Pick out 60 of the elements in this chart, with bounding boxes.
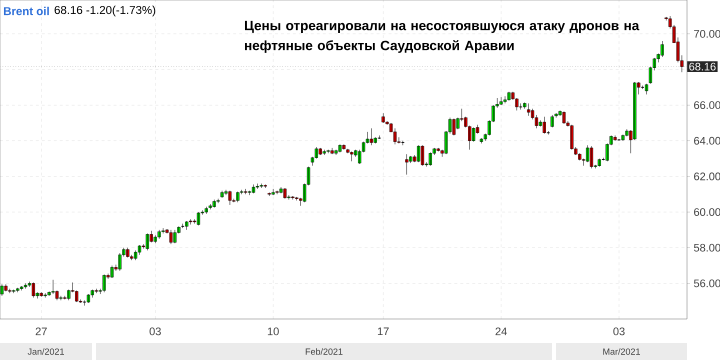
- candlestick: [126, 247, 130, 258]
- candlestick: [272, 188, 275, 196]
- chart-subtitle: 68.16 -1.20(-1.73%): [54, 6, 156, 16]
- candlestick: [503, 96, 507, 104]
- candlestick: [405, 154, 408, 175]
- text: Feb/2021: [306, 348, 343, 355]
- candlestick: [370, 128, 374, 146]
- annotation: Цены отреагировали на несостоявшуюся атаку дронов на нефтяные объекты Саудовской Аравии: [244, 20, 640, 53]
- candlestick: [480, 138, 484, 144]
- candlestick: [633, 82, 636, 140]
- candlestick: [32, 282, 36, 298]
- x-tick-label: 03: [150, 328, 161, 336]
- chart-title: Brent oil: [4, 6, 49, 16]
- candlestick: [598, 158, 601, 167]
- candlestick: [330, 148, 334, 154]
- candlestick: [613, 135, 617, 142]
- candlestick: [550, 114, 554, 128]
- x-tick-label: 24: [496, 328, 507, 336]
- candlestick: [428, 152, 432, 166]
- candlestick: [374, 136, 377, 144]
- candlestick: [640, 85, 644, 90]
- candlestick: [625, 128, 628, 137]
- candlestick: [350, 151, 354, 162]
- candlestick: [118, 252, 122, 272]
- candlestick: [342, 144, 346, 150]
- candlestick: [208, 204, 212, 210]
- ref-line-label: 68.16: [689, 62, 716, 71]
- candlestick: [318, 148, 322, 156]
- candlestick: [4, 284, 8, 292]
- text: Jan/2021: [28, 348, 64, 355]
- candlestick: [212, 199, 216, 208]
- candlestick: [236, 191, 240, 203]
- candlestick: [382, 112, 385, 124]
- candlestick: [472, 127, 476, 142]
- candlestick: [660, 40, 664, 58]
- candlestick: [542, 116, 546, 134]
- x-tick-label: 10: [268, 328, 279, 336]
- candlestick: [75, 290, 78, 302]
- x-tick-label: 17: [378, 328, 389, 336]
- candlestick: [158, 230, 161, 240]
- candlestick: [409, 156, 412, 164]
- x-tick-label: 27: [36, 328, 47, 336]
- candlestick: [67, 289, 70, 301]
- candlestick: [256, 183, 260, 190]
- candlestick: [523, 102, 526, 109]
- candlestick: [527, 103, 530, 116]
- candlestick: [146, 233, 149, 251]
- candlestick: [322, 149, 326, 156]
- candlestick: [499, 96, 503, 106]
- candlestick: [204, 206, 208, 214]
- candlestick: [228, 190, 232, 206]
- x-tick-label: 03: [613, 328, 625, 336]
- candlestick: [244, 188, 248, 194]
- candlestick: [185, 220, 188, 230]
- candlestick: [102, 274, 106, 293]
- candlestick: [173, 230, 177, 244]
- text: Mar/2021: [603, 348, 640, 355]
- candlestick: [189, 218, 192, 225]
- candlestick: [161, 228, 165, 234]
- candlestick: [154, 234, 157, 244]
